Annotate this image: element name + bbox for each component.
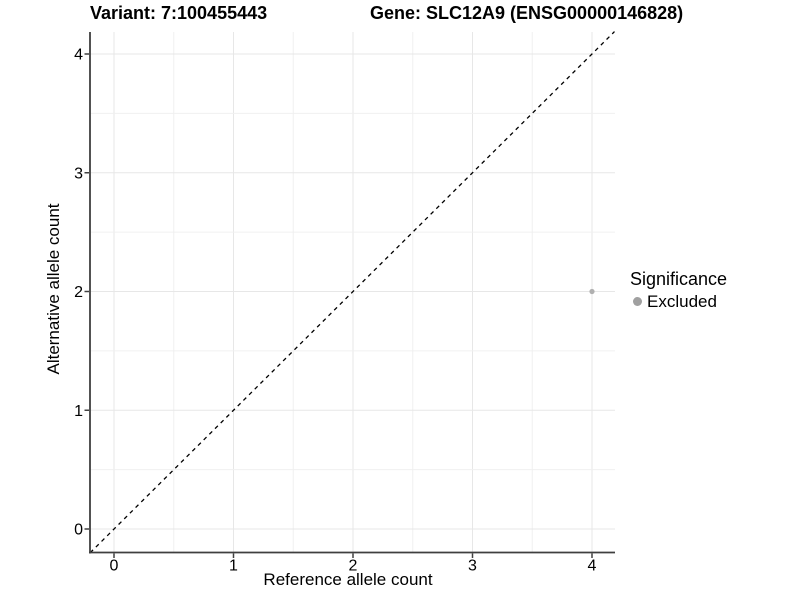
identity-line: [89, 31, 615, 554]
data-point: [589, 288, 595, 295]
legend-title: Significance: [630, 269, 728, 289]
y-tick-label: 4: [74, 47, 83, 64]
x-tick-label: 2: [349, 558, 358, 575]
y-tick-label: 1: [74, 403, 83, 420]
x-axis-title: Reference allele count: [263, 570, 433, 589]
variant-title: Variant: 7:100455443: [90, 3, 268, 23]
y-axis-title: Alternative allele count: [44, 203, 63, 375]
legend: Significance Excluded: [630, 269, 727, 311]
y-tick-label: 3: [74, 165, 83, 182]
x-tick-label: 3: [468, 558, 477, 575]
legend-item: Excluded: [630, 292, 727, 311]
legend-item-label: Excluded: [647, 292, 717, 311]
gene-title: Gene: SLC12A9 (ENSG00000146828): [370, 3, 684, 23]
x-tick-label: 4: [588, 558, 597, 575]
x-tick-label: 0: [110, 558, 119, 575]
y-tick-label: 2: [74, 284, 83, 301]
legend-items: Excluded: [630, 292, 727, 311]
legend-dot-icon: [633, 297, 642, 306]
y-tick-label: 0: [74, 522, 83, 539]
x-tick-label: 1: [229, 558, 238, 575]
